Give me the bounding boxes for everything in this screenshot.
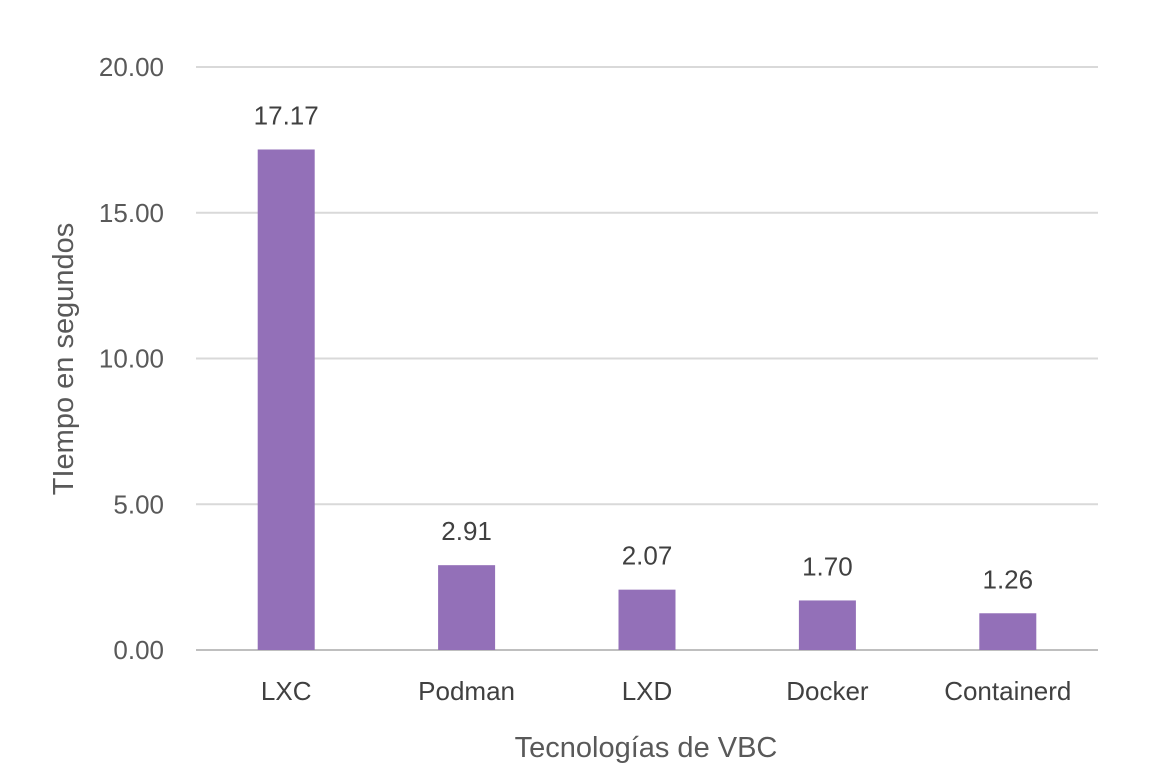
data-label: 17.17 bbox=[254, 100, 319, 130]
data-labels: 17.17 2.91 2.07 1.70 1.26 bbox=[254, 100, 1033, 594]
bar bbox=[618, 589, 676, 650]
x-axis-title: Tecnologías de VBC bbox=[515, 732, 778, 764]
x-tick-label: LXD bbox=[622, 676, 673, 706]
data-label: 1.70 bbox=[802, 551, 853, 581]
data-label: 2.91 bbox=[441, 516, 492, 546]
y-axis-ticks: 0.00 5.00 10.00 15.00 20.00 bbox=[99, 52, 164, 665]
y-tick-label: 20.00 bbox=[99, 52, 164, 82]
data-label: 2.07 bbox=[622, 541, 673, 571]
x-axis-ticks: LXC Podman LXD Docker Containerd bbox=[261, 676, 1071, 706]
x-tick-label: Podman bbox=[418, 676, 515, 706]
bar bbox=[438, 565, 496, 650]
gridlines bbox=[196, 66, 1098, 651]
y-axis-title: TIempo en segundos bbox=[48, 223, 80, 495]
y-tick-label: 5.00 bbox=[113, 489, 164, 519]
x-tick-label: LXC bbox=[261, 676, 312, 706]
y-tick-label: 10.00 bbox=[99, 344, 164, 374]
bar bbox=[257, 149, 315, 650]
bars bbox=[257, 149, 1037, 650]
bar bbox=[979, 613, 1037, 650]
x-tick-label: Containerd bbox=[944, 676, 1071, 706]
x-tick-label: Docker bbox=[786, 676, 869, 706]
data-label: 1.26 bbox=[982, 564, 1033, 594]
y-tick-label: 0.00 bbox=[113, 635, 164, 665]
y-tick-label: 15.00 bbox=[99, 198, 164, 228]
bar bbox=[798, 600, 856, 650]
